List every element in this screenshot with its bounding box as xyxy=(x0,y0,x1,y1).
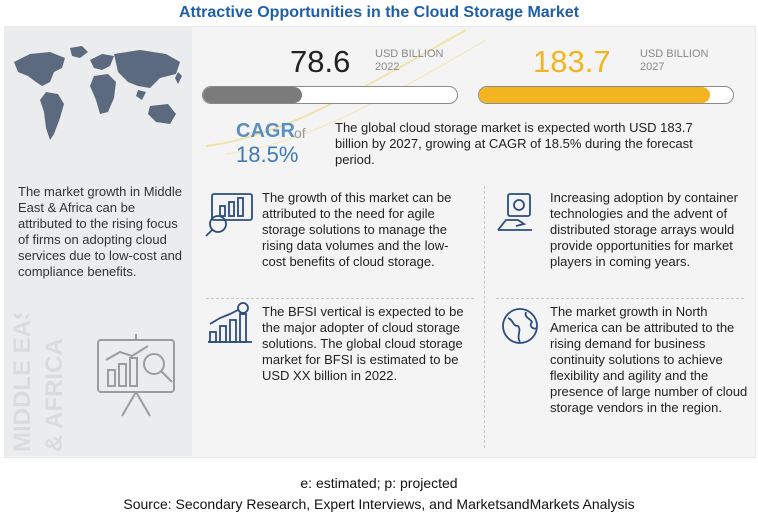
presentation-board-icon xyxy=(97,334,175,417)
unit-2022: USD BILLION 2022 xyxy=(375,48,443,74)
unit-2027: USD BILLION 2027 xyxy=(640,48,708,74)
bar-chart-dollar-icon xyxy=(208,302,252,343)
growth-analytics-icon xyxy=(205,193,253,237)
region-insight-text: The market growth in Middle East & Afric… xyxy=(18,184,183,279)
money-hand-icon xyxy=(497,193,532,231)
decorative-swoosh xyxy=(205,29,487,155)
divider xyxy=(206,298,474,299)
year-2022: 2022 xyxy=(375,61,400,73)
globe-icon xyxy=(502,308,538,344)
divider xyxy=(496,298,744,299)
region-label-line2: & AFRICA xyxy=(41,338,68,452)
year-2027: 2027 xyxy=(640,61,665,73)
value-2022: 78.6 xyxy=(290,44,351,79)
region-label: MIDDLE EAST & AFRICA xyxy=(9,314,68,452)
bar-track-2022 xyxy=(202,86,458,104)
cagr-value: 18.5% xyxy=(236,142,299,167)
market-description: The global cloud storage market is expec… xyxy=(335,120,693,167)
page-title: Attractive Opportunities in the Cloud St… xyxy=(178,4,580,21)
insight-card-3: The BFSI vertical is expected to be the … xyxy=(262,304,464,383)
insight-card-1: The growth of this market can be attribu… xyxy=(262,190,452,269)
bar-2022 xyxy=(203,87,302,103)
insight-card-4: The market growth in North America can b… xyxy=(550,304,748,415)
insight-card-2: Increasing adoption by container technol… xyxy=(550,190,738,269)
bar-2027 xyxy=(479,87,710,103)
region-label-line1: MIDDLE EAST xyxy=(9,314,36,452)
cagr-of: of xyxy=(294,125,306,141)
source-text: Source: Secondary Research, Expert Inter… xyxy=(123,496,635,512)
divider xyxy=(484,186,485,448)
unit-label-2027: USD BILLION xyxy=(640,48,709,60)
footnote: e: estimated; p: projected xyxy=(300,475,458,491)
cagr-label: CAGR xyxy=(236,120,295,142)
bar-track-2027 xyxy=(478,86,734,104)
unit-label-2022: USD BILLION xyxy=(375,48,444,60)
value-2027: 183.7 xyxy=(533,44,611,79)
world-map-icon xyxy=(14,46,182,140)
